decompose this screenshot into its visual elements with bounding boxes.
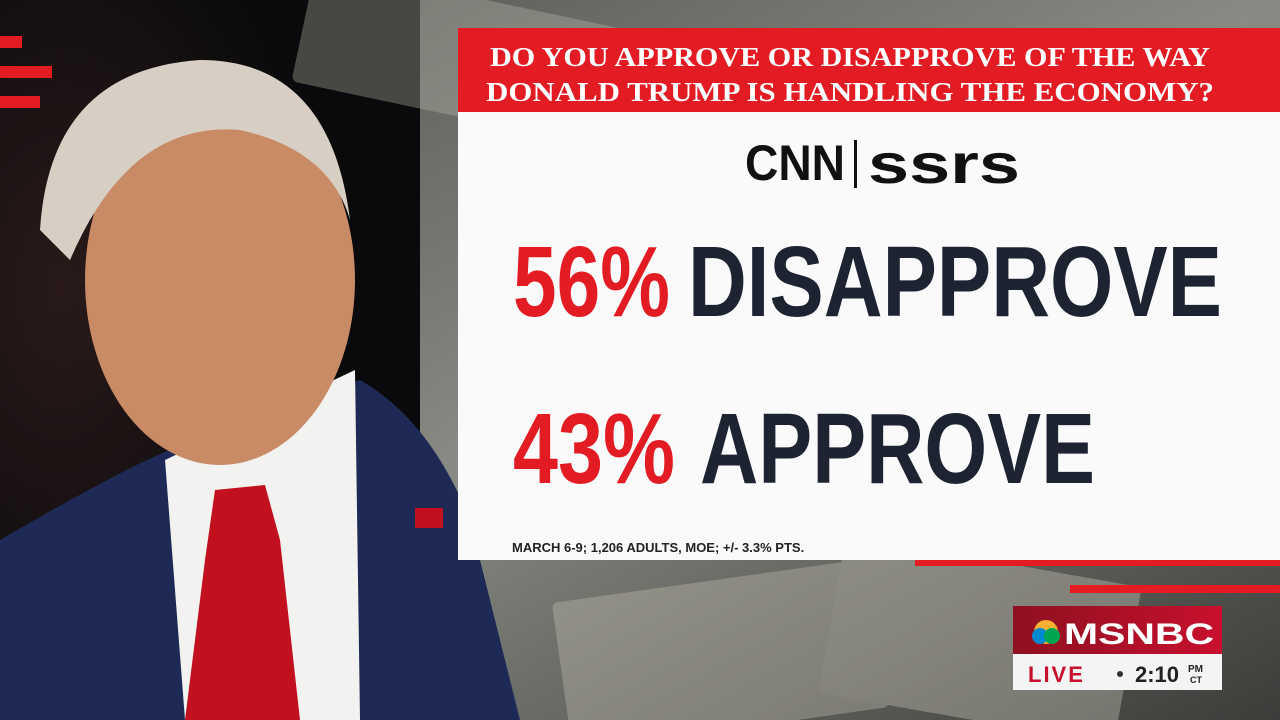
question-line: DO YOU APPROVE OR DISAPPROVE OF THE WAY bbox=[490, 42, 1210, 72]
network-name: MSNBC bbox=[1064, 618, 1214, 651]
portrait bbox=[0, 60, 520, 720]
clock-ampm: PM bbox=[1188, 664, 1203, 675]
corner-stripes bbox=[0, 36, 1280, 593]
logo-divider bbox=[854, 140, 857, 188]
result-label: DISAPPROVE bbox=[688, 226, 1222, 338]
separator-dot bbox=[1117, 671, 1123, 677]
question-banner bbox=[458, 28, 1280, 112]
question-line: DONALD TRUMP IS HANDLING THE ECONOMY? bbox=[486, 77, 1214, 107]
footnote: MARCH 6-9; 1,206 ADULTS, MOE; +/- 3.3% P… bbox=[512, 540, 804, 555]
live-strip bbox=[1013, 654, 1222, 690]
cnn-logo: CNN bbox=[745, 135, 845, 191]
ssrs-logo: ssrs bbox=[868, 132, 1020, 195]
result-percent: 56% bbox=[513, 226, 670, 338]
result-percent: 43% bbox=[513, 393, 675, 505]
clock-time: 2:10 bbox=[1135, 662, 1179, 687]
live-label: LIVE bbox=[1028, 662, 1085, 687]
clock-zone: CT bbox=[1190, 675, 1202, 685]
results-panel bbox=[458, 112, 1280, 560]
peacock-logo bbox=[1032, 620, 1060, 644]
result-label: APPROVE bbox=[700, 393, 1095, 505]
